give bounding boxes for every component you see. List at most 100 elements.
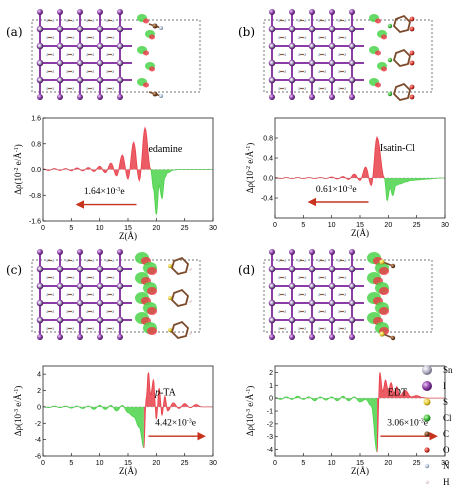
tin-atom — [58, 318, 62, 322]
y-axis-label: Δρ(10-2 e/Å-1) — [13, 144, 23, 195]
iodine-atom — [349, 249, 355, 255]
nitrogen-atom — [323, 327, 327, 330]
tin-atom — [350, 267, 354, 271]
y-tick-label: -1.6 — [29, 219, 41, 226]
tin-atom — [350, 318, 354, 322]
charge-density-plot-d: 0 5 10 15 20 25 30 -4 -3 -2 -1 0 1 2 Z(Å) Δρ(10-3 e/Å-1… — [245, 365, 449, 476]
structure-image-c — [31, 249, 201, 340]
left-region-line — [42, 126, 152, 183]
nitrogen-atom — [105, 259, 109, 262]
nitrogen-atom — [337, 259, 341, 262]
nitrogen-atom — [303, 87, 307, 90]
molecule-label: p-TA — [154, 388, 177, 399]
x-axis-label: Z(Å) — [351, 228, 369, 238]
nitrogen-atom — [111, 327, 115, 330]
nitrogen-atom — [317, 310, 321, 313]
x-tick-label: 20 — [152, 225, 160, 232]
nitrogen-atom — [45, 276, 49, 279]
nitrogen-atom — [71, 327, 75, 330]
x-tick-label: 5 — [301, 222, 305, 229]
tin-atom — [58, 27, 62, 31]
pta-ring — [170, 320, 189, 339]
right-region-area — [377, 372, 445, 453]
iodine-atom — [329, 334, 335, 340]
tin-atom — [98, 267, 102, 271]
nitrogen-atom — [51, 70, 55, 73]
right-region-line — [384, 177, 445, 202]
tin-atom — [58, 61, 62, 65]
nitrogen-atom — [45, 259, 49, 262]
y-tick-label: 1 — [269, 383, 273, 390]
iodine-atom — [269, 334, 275, 340]
nitrogen-atom — [111, 276, 115, 279]
nitrogen-atom — [91, 70, 95, 73]
nitrogen-atom — [71, 53, 75, 56]
y-tick-label: 2 — [37, 388, 41, 395]
y-tick-label: -0.8 — [29, 193, 41, 200]
tin-atom — [118, 267, 122, 271]
tin-atom — [118, 318, 122, 322]
nitrogen-atom — [159, 94, 163, 98]
nitrogen-atom — [337, 36, 341, 39]
nitrogen-atom — [277, 327, 281, 330]
x-tick-label: 25 — [413, 222, 421, 229]
left-region-line — [42, 404, 145, 448]
tin-atom — [330, 44, 334, 48]
tin-atom — [270, 301, 274, 305]
nitrogen-atom — [71, 259, 75, 262]
iodine-atom — [57, 334, 63, 340]
iodine-atom — [329, 249, 335, 255]
nitrogen-atom — [85, 327, 89, 330]
molecule-label: Isatin-Cl — [380, 143, 415, 154]
iodine-atom — [97, 94, 103, 100]
iodine-atom — [77, 334, 83, 340]
y-axis-label: Δρ(10-3 e/Å-1) — [245, 386, 255, 437]
tin-atom — [78, 301, 82, 305]
nitrogen-atom — [283, 293, 287, 296]
right-region-line — [376, 372, 445, 453]
nitrogen-atom — [297, 70, 301, 73]
accumulation-isosurface — [375, 82, 381, 88]
nitrogen-atom — [323, 36, 327, 39]
oxygen-atom — [409, 84, 415, 90]
tin-atom — [330, 78, 334, 82]
iodine-atom — [309, 94, 315, 100]
nitrogen-atom — [111, 87, 115, 90]
structure-image-a — [31, 9, 201, 100]
nitrogen-atom — [91, 276, 95, 279]
nitrogen-atom — [85, 310, 89, 313]
y-tick-label: 0.4 — [263, 156, 273, 163]
nitrogen-atom — [85, 259, 89, 262]
nitrogen-atom — [343, 19, 347, 22]
nitrogen-atom — [283, 53, 287, 56]
nitrogen-atom — [51, 53, 55, 56]
supercell-box — [263, 19, 433, 93]
isatin-ring — [392, 48, 411, 67]
nitrogen-atom — [45, 327, 49, 330]
tin-atom — [78, 44, 82, 48]
nitrogen-atom — [297, 276, 301, 279]
nitrogen-atom — [337, 310, 341, 313]
right-region-area — [150, 169, 213, 215]
legend-atom-s — [423, 398, 431, 406]
nitrogen-atom — [323, 276, 327, 279]
y-tick-label: 0.0 — [31, 167, 41, 174]
nitrogen-atom — [85, 87, 89, 90]
nitrogen-atom — [303, 310, 307, 313]
left-region-line — [274, 135, 385, 187]
nitrogen-atom — [91, 327, 95, 330]
nitrogen-atom — [85, 276, 89, 279]
x-tick-label: 15 — [124, 225, 132, 232]
iodine-atom — [97, 9, 103, 15]
nitrogen-atom — [317, 36, 321, 39]
nitrogen-atom — [91, 19, 95, 22]
iodine-atom — [309, 249, 315, 255]
x-tick-label: 30 — [209, 225, 217, 232]
legend-atom-c — [424, 431, 430, 437]
x-axis-label: Z(Å) — [119, 231, 137, 241]
right-region-area — [384, 178, 445, 201]
left-region-area — [43, 127, 151, 181]
nitrogen-atom — [51, 310, 55, 313]
tin-atom — [58, 284, 62, 288]
